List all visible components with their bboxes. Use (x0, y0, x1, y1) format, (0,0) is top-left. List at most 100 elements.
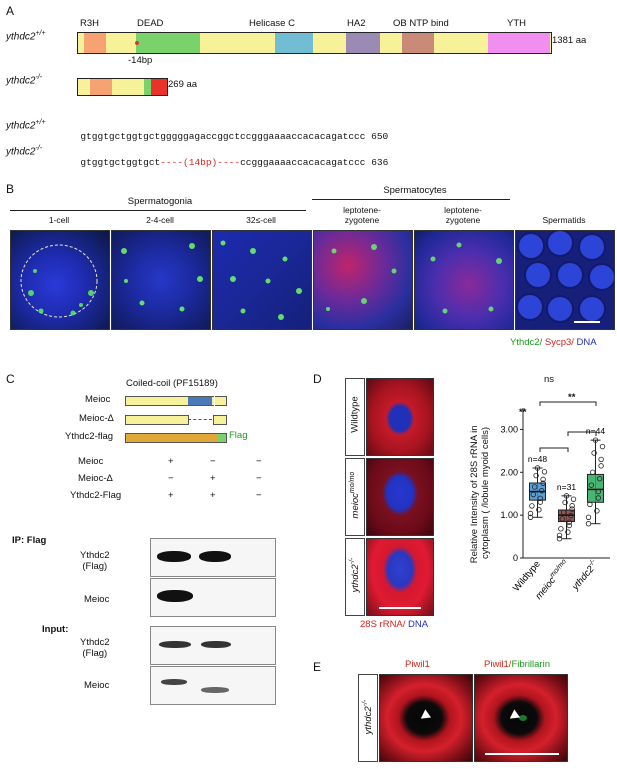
domain-dead (136, 33, 200, 53)
cell: + (168, 456, 174, 467)
micrograph-leptotene-2 (414, 230, 514, 330)
n-label: n=31 (557, 482, 576, 492)
ko-frameshift (151, 79, 167, 95)
panel-d-legend: 28S rRNA/ DNA (360, 619, 429, 630)
group-spermatogonia: Spermatogonia (127, 196, 193, 207)
domain-ob (402, 33, 434, 53)
group-line-2 (312, 199, 510, 200)
cell: − (210, 456, 216, 467)
data-point (534, 465, 541, 471)
sig-meioc-ythdc2: ** (568, 392, 576, 403)
data-point (565, 529, 571, 535)
data-point (562, 499, 568, 506)
band (157, 590, 193, 602)
seq-wt-label: ythdc2+/+ (6, 119, 46, 132)
domain-ha2 (346, 33, 380, 53)
data-point (594, 508, 600, 514)
construct-ythdc2-flag (125, 433, 227, 443)
construct-label-meioc-delta: Meioc-Δ (79, 413, 114, 424)
row-label-meioc-delta: Meioc-Δ (78, 473, 113, 484)
y-tick-label: 2.00 (500, 467, 518, 477)
panel-e-label: E (313, 660, 322, 674)
y-tick-label: 3.00 (500, 424, 518, 434)
cell: + (168, 490, 174, 501)
deletion-label: -14bp (128, 55, 153, 66)
blot-input-ythdc2 (150, 626, 276, 665)
micrograph-e-merge (474, 674, 568, 762)
micrograph-spermatids (515, 230, 615, 330)
col-label-4: leptotene- zygotene (343, 205, 381, 225)
wt-protein-bar (77, 32, 552, 54)
scale-bar (485, 753, 559, 755)
row-label-ythdc2-flag: Ythdc2-Flag (70, 490, 122, 501)
data-point (556, 536, 563, 542)
ko-protein-bar (77, 78, 168, 96)
blot-input-meioc (150, 666, 276, 705)
seq-wt: gtggtgctggtgctgggggagaccggctccgggaaaacca… (80, 131, 389, 142)
y-axis-label-line-1: Relative Intensity of 28S rRNA in (469, 425, 480, 563)
seq-ko: gtggtgctggtgct----(14bp)----ccgggaaaacca… (80, 157, 389, 168)
micrograph-2-4cell (111, 230, 211, 330)
micrograph-d-meioc (366, 458, 434, 536)
data-point (595, 495, 601, 501)
micrograph-e-piwil1 (379, 674, 473, 762)
cell: + (210, 490, 216, 501)
data-point (596, 476, 603, 482)
arrowhead-icon (417, 709, 432, 723)
cell: − (256, 490, 262, 501)
sig-ns: ns (544, 374, 555, 385)
row-label-box-ythdc2: ythdc2-/- (345, 538, 365, 616)
wt-genotype-label: ythdc2+/+ (6, 30, 46, 43)
group-line-1 (10, 210, 306, 211)
data-point (537, 499, 543, 505)
box (587, 473, 604, 503)
domain-label-helicase: Helicase C (249, 18, 295, 29)
bracket-1 (539, 447, 569, 452)
data-point (537, 495, 543, 502)
band (201, 641, 231, 648)
blot1-label: Ythdc2 (Flag) (80, 550, 110, 572)
blot2-label: Meioc (84, 594, 110, 605)
band (161, 679, 187, 685)
domain-yth (488, 33, 550, 53)
col-label-2: 2-4-cell (146, 215, 174, 225)
micrograph-d-ythdc2 (366, 538, 434, 616)
domain-label-dead: DEAD (137, 18, 164, 29)
blot-ip-ythdc2 (150, 538, 276, 577)
row-label: meiocmo/mo (348, 471, 362, 519)
data-point (558, 526, 564, 532)
data-point (598, 463, 604, 469)
data-point (541, 469, 548, 475)
data-point (527, 514, 534, 520)
data-point (591, 450, 597, 456)
data-point (563, 493, 570, 499)
col-label-1: 1-cell (48, 215, 70, 225)
y-tick-label: 0 (513, 553, 518, 563)
construct-meioc-delta (125, 415, 189, 425)
deletion-dashes (188, 419, 212, 420)
data-point (560, 509, 567, 516)
row-label: Wildtype (349, 396, 361, 433)
data-point (531, 484, 538, 490)
bracket-2 (567, 431, 597, 436)
panel-e-title-1: Piwil1 (405, 659, 430, 670)
data-point (570, 496, 577, 502)
blot3-label: Ythdc2 (Flag) (80, 637, 110, 659)
data-point (536, 507, 542, 513)
panel-b-label: B (6, 182, 15, 196)
data-point (566, 519, 572, 525)
panel-e-side-label: ythdc2-/- (361, 699, 375, 735)
data-point (585, 521, 592, 527)
ip-flag-label: IP: Flag (12, 535, 47, 546)
data-point (529, 503, 535, 509)
col-label-5: leptotene- zygotene (444, 205, 482, 225)
panel-e-title-2: Piwil1/Fibrillarin (484, 659, 550, 670)
y-axis-label: Relative Intensity of 28S rRNA in cytopl… (469, 423, 491, 563)
data-point (587, 501, 593, 508)
data-point (566, 522, 572, 529)
micrograph-d-wildtype (366, 378, 434, 456)
row-label-meioc: Meioc (78, 456, 104, 467)
panel-e-side-label-box: ythdc2-/- (358, 674, 378, 762)
col-label-3: 32≤-cell (246, 215, 276, 225)
data-point (527, 510, 534, 517)
